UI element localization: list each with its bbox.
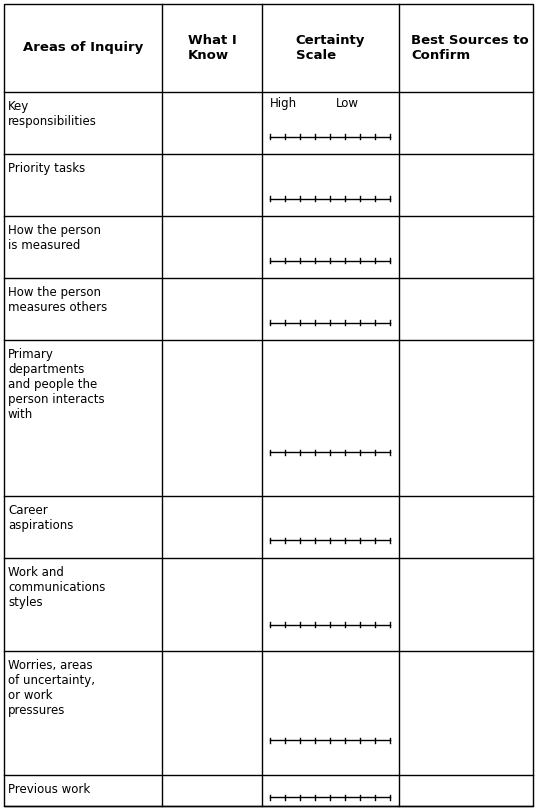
- Text: High: High: [270, 97, 297, 110]
- Text: Career
aspirations: Career aspirations: [8, 504, 74, 531]
- Text: Priority tasks: Priority tasks: [8, 162, 85, 175]
- Text: Key
responsibilities: Key responsibilities: [8, 100, 97, 128]
- Text: Best Sources to
Confirm: Best Sources to Confirm: [411, 34, 529, 62]
- Text: Work and
communications
styles: Work and communications styles: [8, 565, 105, 608]
- Text: What I
Know: What I Know: [188, 34, 236, 62]
- Text: How the person
measures others: How the person measures others: [8, 286, 107, 314]
- Text: Certainty
Scale: Certainty Scale: [295, 34, 365, 62]
- Text: Worries, areas
of uncertainty,
or work
pressures: Worries, areas of uncertainty, or work p…: [8, 659, 95, 717]
- Text: Previous work: Previous work: [8, 783, 90, 796]
- Text: Areas of Inquiry: Areas of Inquiry: [23, 41, 143, 54]
- Text: Primary
departments
and people the
person interacts
with: Primary departments and people the perso…: [8, 348, 105, 421]
- Text: Low: Low: [336, 97, 359, 110]
- Text: How the person
is measured: How the person is measured: [8, 224, 101, 252]
